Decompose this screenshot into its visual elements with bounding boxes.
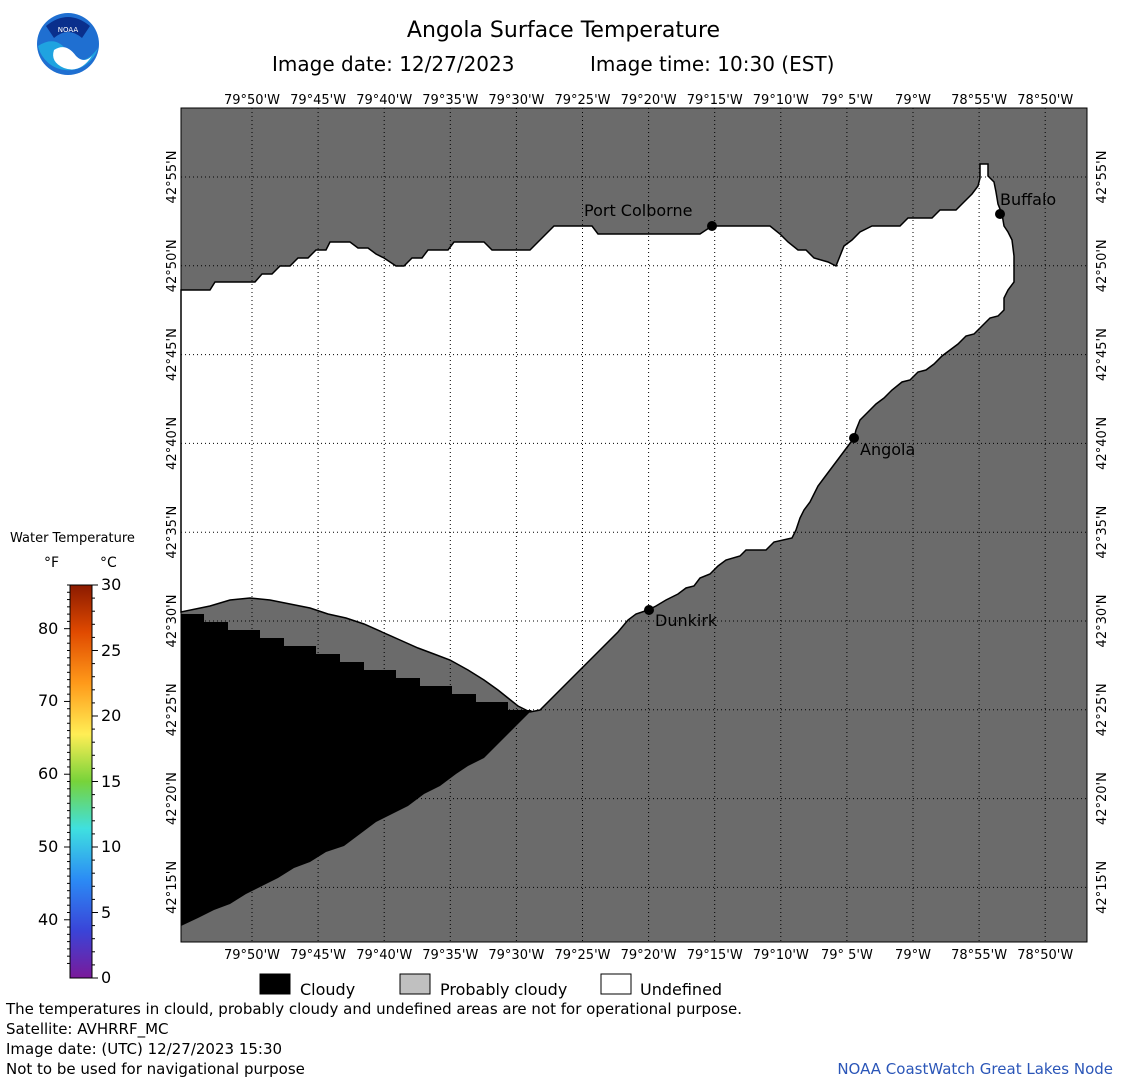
svg-text:NOAA: NOAA <box>58 26 79 34</box>
colorbar-c-label: 10 <box>101 837 122 856</box>
lake-undefined-area <box>180 163 1015 713</box>
lon-label: 79° 5'W <box>821 948 873 963</box>
lat-label: 42°40'N <box>165 417 180 470</box>
colorbar-f-label: 50 <box>38 837 59 856</box>
colorbar-unit-c: °C <box>100 555 117 571</box>
legend-swatch-undefined <box>600 973 632 995</box>
map-frame <box>180 107 1088 943</box>
lon-label: 79°15'W <box>687 93 743 108</box>
colorbar-f-label: 80 <box>38 618 59 638</box>
lat-label: 42°40'N <box>1095 417 1110 470</box>
footer-disclaimer: The temperatures in clould, probably clo… <box>6 1000 743 1018</box>
footer-satellite: Satellite: AVHRRF_MC <box>6 1020 169 1038</box>
lon-label: 79°25'W <box>554 93 610 108</box>
image-time: Image time: 10:30 (EST) <box>590 52 835 76</box>
lat-labels-right: 42°55'N 42°50'N 42°45'N 42°40'N 42°35'N 42°30… <box>1095 151 1110 914</box>
lat-label: 42°35'N <box>165 506 180 559</box>
legend-swatch-probably-cloudy <box>399 973 431 995</box>
image-date: Image date: 12/27/2023 <box>272 52 515 76</box>
lon-label: 79°50'W <box>224 93 280 108</box>
legend-label-probably-cloudy: Probably cloudy <box>440 980 568 999</box>
colorbar <box>69 584 93 979</box>
lon-labels-bottom: 79°50'W 79°45'W 79°40'W 79°35'W 79°30'W 79°25… <box>224 948 1073 963</box>
lat-label: 42°25'N <box>1095 683 1110 736</box>
lat-label: 42°30'N <box>1095 595 1110 648</box>
lon-label: 79°20'W <box>621 948 677 963</box>
lon-label: 79°30'W <box>488 93 544 108</box>
city-label-buffalo: Buffalo <box>1000 190 1056 209</box>
city-marker-angola <box>849 433 859 443</box>
lon-label: 78°55'W <box>951 93 1007 108</box>
lon-label: 79°45'W <box>290 93 346 108</box>
colorbar-title: Water Temperature <box>10 531 135 546</box>
lat-labels-left: 42°55'N 42°50'N 42°45'N 42°40'N 42°35'N 42°30… <box>165 151 180 914</box>
city-label-port-colborne: Port Colborne <box>584 201 692 220</box>
footer-navigation-note: Not to be used for navigational purpose <box>6 1060 305 1078</box>
map-title: Angola Surface Temperature <box>406 18 721 43</box>
lon-label: 79°15'W <box>687 948 743 963</box>
legend-label-undefined: Undefined <box>640 980 723 999</box>
lon-label: 79°35'W <box>422 93 478 108</box>
lat-label: 42°50'N <box>1095 239 1110 292</box>
lon-label: 79°30'W <box>488 948 544 963</box>
city-marker-port-colborne <box>707 221 717 231</box>
lon-label: 78°50'W <box>1017 948 1073 963</box>
colorbar-c-label: 20 <box>101 706 122 725</box>
lat-label: 42°55'N <box>165 151 180 204</box>
legend-swatch-cloudy <box>259 973 291 995</box>
lat-label: 42°30'N <box>165 595 180 648</box>
colorbar-f-label: 60 <box>38 764 59 784</box>
city-label-angola: Angola <box>860 440 915 459</box>
colorbar-ticks <box>64 584 98 979</box>
lat-label: 42°25'N <box>165 683 180 736</box>
graticule <box>181 108 1087 942</box>
colorbar-f-label: 40 <box>38 909 59 929</box>
lat-label: 42°15'N <box>165 861 180 914</box>
lon-label: 79° 5'W <box>821 93 873 108</box>
lon-label: 79°40'W <box>356 93 412 108</box>
city-marker-buffalo <box>995 209 1005 219</box>
lat-label: 42°20'N <box>165 772 180 825</box>
legend-label-cloudy: Cloudy <box>300 980 356 999</box>
lat-label: 42°35'N <box>1095 506 1110 559</box>
lon-label: 79°25'W <box>554 948 610 963</box>
colorbar-c-label: 30 <box>101 575 122 594</box>
lon-labels-top: 79°50'W 79°45'W 79°40'W 79°35'W 79°30'W 79°25… <box>224 93 1073 108</box>
footer-utc-date: Image date: (UTC) 12/27/2023 15:30 <box>6 1040 283 1058</box>
lat-label: 42°55'N <box>1095 151 1110 204</box>
colorbar-f-label: 70 <box>38 691 59 711</box>
colorbar-c-label: 0 <box>101 968 112 987</box>
lat-label: 42°50'N <box>165 239 180 292</box>
colorbar-c-label: 15 <box>101 771 122 791</box>
lon-label: 79°20'W <box>621 93 677 108</box>
cloud-area <box>181 614 532 926</box>
noaa-logo-icon: NOAA <box>37 13 99 75</box>
lat-label: 42°45'N <box>165 328 180 381</box>
lon-label: 79°35'W <box>422 948 478 963</box>
lon-label: 79°W <box>895 93 931 108</box>
city-label-dunkirk: Dunkirk <box>655 611 718 630</box>
lon-label: 79°10'W <box>753 93 809 108</box>
lat-label: 42°45'N <box>1095 328 1110 381</box>
colorbar-c-label: 25 <box>101 640 122 660</box>
lon-label: 79°40'W <box>356 948 412 963</box>
lon-label: 79°50'W <box>224 948 280 963</box>
lon-label: 78°50'W <box>1017 93 1073 108</box>
lon-label: 79°45'W <box>290 948 346 963</box>
lon-label: 79°10'W <box>753 948 809 963</box>
colorbar-c-label: 5 <box>101 902 112 922</box>
lon-label: 78°55'W <box>951 948 1007 963</box>
lon-label: 79°W <box>895 948 931 963</box>
lat-label: 42°20'N <box>1095 772 1110 825</box>
noaa-logo: NOAA <box>36 12 100 76</box>
lat-label: 42°15'N <box>1095 861 1110 914</box>
footer-credit: NOAA CoastWatch Great Lakes Node <box>837 1060 1113 1078</box>
colorbar-unit-f: °F <box>44 555 60 571</box>
city-marker-dunkirk <box>644 605 654 615</box>
